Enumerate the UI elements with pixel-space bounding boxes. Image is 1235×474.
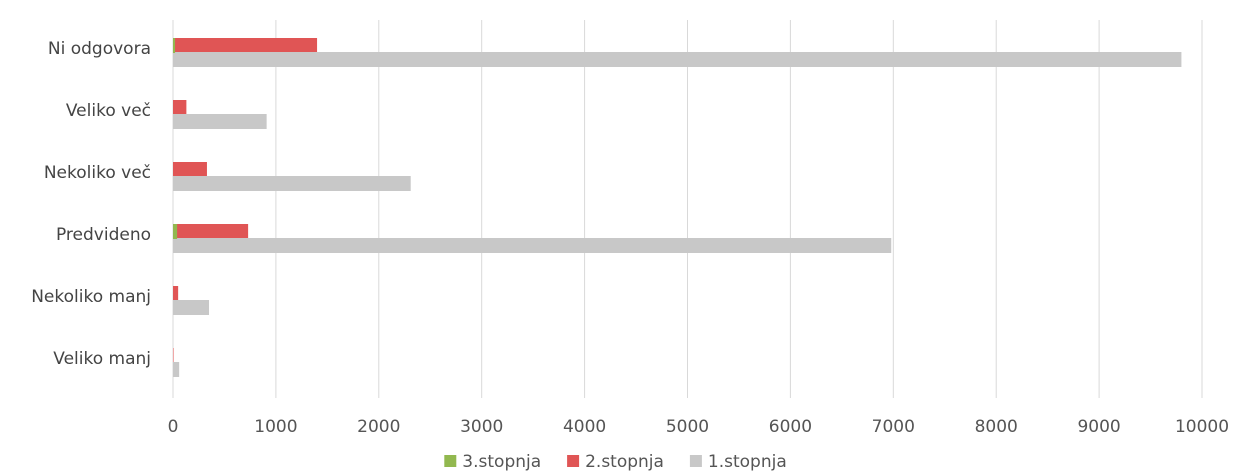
bars — [173, 38, 1182, 377]
bar-overlay-3-stopnja-predvideno — [173, 224, 178, 239]
legend-label: 1.stopnja — [708, 452, 787, 472]
x-tick-labels: 0 1000 2000 3000 4000 5000 6000 7000 8000 9000 100… — [168, 417, 1229, 437]
bar-1-stopnja-veliko-manj — [173, 362, 180, 377]
legend: 3.stopnja 2.stopnja 1.stopnja — [444, 452, 787, 472]
bar-2-stopnja-predvideno — [173, 224, 249, 239]
bar-2-stopnja-nekoliko-manj — [173, 286, 179, 301]
category-label: Veliko manj — [53, 349, 151, 369]
gridlines — [172, 20, 1203, 398]
bar-1-stopnja-nekoliko-manj — [173, 300, 210, 315]
x-tick-label: 4000 — [563, 417, 606, 437]
x-tick-label: 6000 — [769, 417, 812, 437]
bar-overlay-3-stopnja-ni-odgovora — [173, 38, 176, 53]
x-tick-label: 9000 — [1077, 417, 1120, 437]
legend-label: 2.stopnja — [585, 452, 664, 472]
bar-2-stopnja-ni-odgovora — [173, 38, 318, 53]
x-tick-label: 8000 — [975, 417, 1018, 437]
legend-swatch-2-stopnja — [567, 455, 580, 467]
bar-2-stopnja-veliko-manj — [173, 348, 174, 363]
category-label: Veliko več — [66, 101, 151, 121]
bar-1-stopnja-veliko-več — [173, 114, 267, 129]
category-label: Nekoliko manj — [31, 287, 151, 307]
bar-1-stopnja-predvideno — [173, 238, 892, 253]
x-tick-label: 10000 — [1175, 417, 1229, 437]
x-tick-label: 0 — [168, 417, 179, 437]
legend-swatch-1-stopnja — [689, 455, 702, 467]
x-tick-label: 5000 — [666, 417, 709, 437]
category-label: Nekoliko več — [44, 163, 151, 183]
category-labels: Ni odgovora Veliko več Nekoliko več Predvid… — [31, 39, 151, 369]
x-tick-label: 1000 — [254, 417, 297, 437]
legend-swatch-3-stopnja — [444, 455, 457, 467]
bar-2-stopnja-veliko-več — [173, 100, 187, 115]
x-tick-label: 7000 — [872, 417, 915, 437]
bar-1-stopnja-nekoliko-več — [173, 176, 411, 191]
legend-label: 3.stopnja — [462, 452, 541, 472]
category-label: Ni odgovora — [48, 39, 151, 59]
bar-2-stopnja-nekoliko-več — [173, 162, 207, 177]
x-tick-label: 3000 — [460, 417, 503, 437]
x-tick-label: 2000 — [357, 417, 400, 437]
category-label: Predvideno — [56, 225, 151, 245]
bar-1-stopnja-ni-odgovora — [173, 52, 1182, 67]
